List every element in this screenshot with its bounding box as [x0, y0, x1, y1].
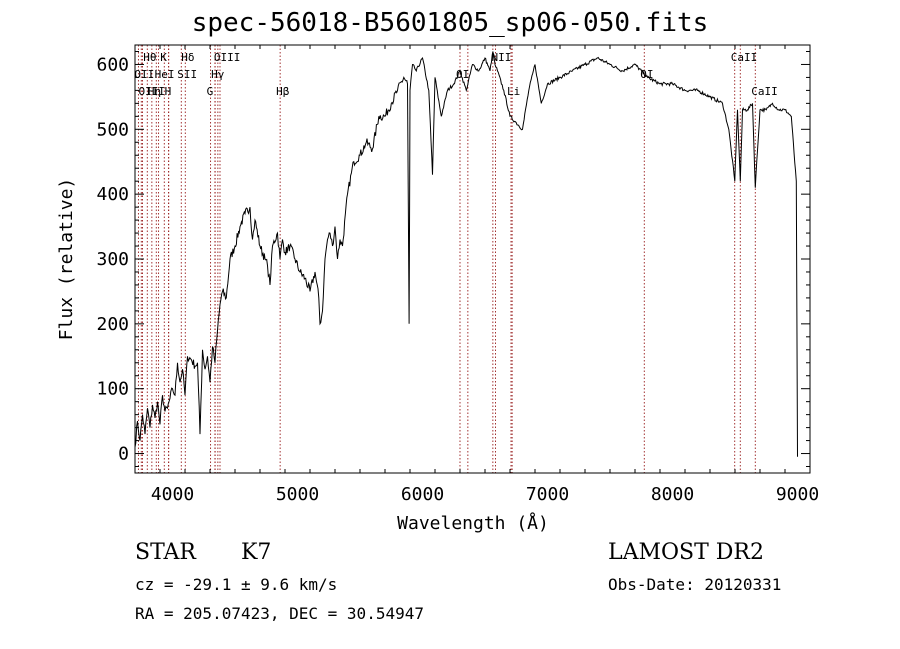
x-tick-label: 8000	[651, 484, 694, 505]
chart-title: spec-56018-B5601805_sp06-050.fits	[191, 8, 709, 38]
line-label: Hδ	[181, 51, 194, 64]
plot-frame	[134, 44, 811, 474]
line-label: Hγ	[211, 68, 225, 81]
y-tick-label: 200	[96, 314, 129, 335]
y-axis-label: Flux (relative)	[56, 178, 77, 341]
x-tick-label: 9000	[776, 484, 819, 505]
obs-date: Obs-Date: 20120331	[608, 575, 782, 594]
x-tick-label: 7000	[526, 484, 569, 505]
line-label: OIII	[214, 51, 241, 64]
line-label: G	[207, 85, 214, 98]
line-label: OI	[640, 68, 653, 81]
y-axis: 0 100 200 300 400 500 600	[96, 50, 810, 468]
line-label: Li	[507, 85, 520, 98]
line-label: HeI	[155, 68, 175, 81]
line-label: Hθ	[143, 51, 156, 64]
line-label: CaII	[751, 85, 778, 98]
x-tick-label: 5000	[276, 484, 319, 505]
y-tick-label: 100	[96, 379, 129, 400]
x-tick-label: 4000	[151, 484, 194, 505]
survey-label: LAMOST DR2	[608, 540, 764, 565]
spectrum-line	[134, 51, 798, 457]
line-label: SII	[177, 68, 197, 81]
cz-readout: cz = -29.1 ± 9.6 km/s	[135, 575, 338, 594]
y-tick-label: 500	[96, 119, 129, 140]
line-label: Hη	[148, 85, 161, 98]
y-tick-label: 0	[118, 444, 129, 465]
line-label: OII	[134, 68, 154, 81]
x-tick-label: 6000	[401, 484, 444, 505]
y-tick-label: 400	[96, 184, 129, 205]
line-label: Hβ	[276, 85, 290, 98]
class-label: STAR	[135, 540, 196, 565]
line-label: K	[160, 51, 167, 64]
line-label: CaII	[731, 51, 758, 64]
line-label: H	[165, 85, 172, 98]
y-tick-label: 300	[96, 249, 129, 270]
x-axis: 4000 5000 6000 7000 8000 9000	[134, 45, 819, 505]
x-axis-label: Wavelength (Å)	[397, 512, 549, 534]
coords-readout: RA = 205.07423, DEC = 30.54947	[135, 604, 424, 623]
line-label: OIII	[139, 85, 166, 98]
subclass-label: K7	[241, 540, 272, 565]
line-label: NII	[492, 51, 512, 64]
line-markers	[137, 45, 756, 473]
y-tick-label: 600	[96, 54, 129, 75]
